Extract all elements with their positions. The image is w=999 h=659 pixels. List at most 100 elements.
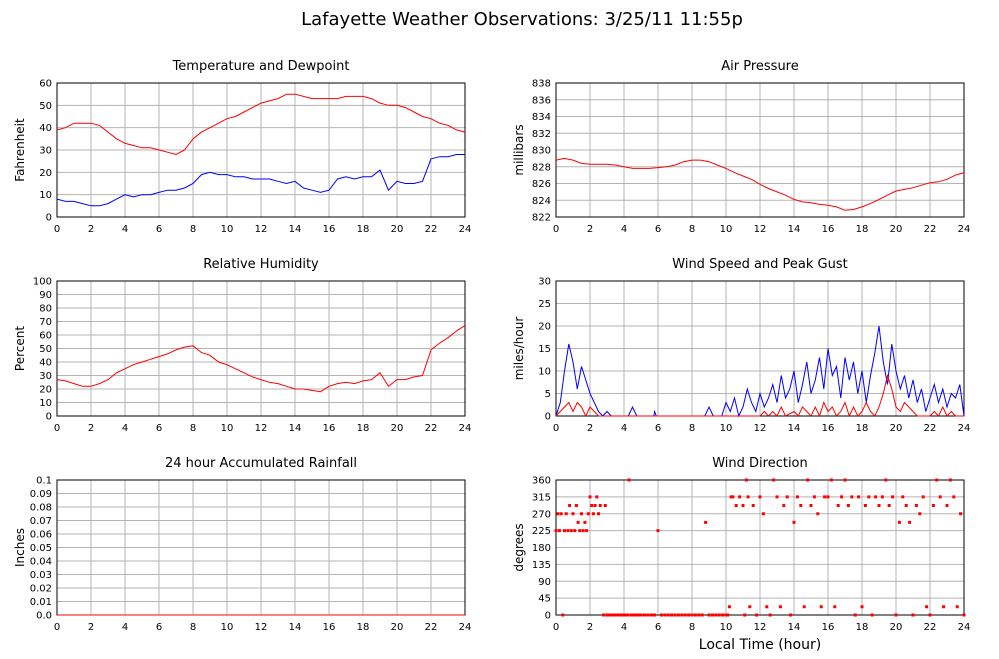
humidity-ytick: 20 — [39, 385, 52, 396]
direction-point — [734, 504, 738, 507]
rain-ytick: 0.05 — [30, 543, 52, 554]
direction-xtick: 22 — [924, 622, 937, 633]
rain-xtick: 0 — [54, 622, 60, 633]
temp-xtick: 8 — [190, 224, 196, 235]
direction-point — [556, 512, 560, 516]
direction-point — [603, 504, 607, 507]
temp-series-red-line — [56, 93, 466, 156]
direction-point — [843, 478, 847, 482]
pressure-xtick: 0 — [553, 224, 559, 235]
rain-xtick: 8 — [190, 622, 196, 633]
direction-point — [617, 613, 621, 617]
humidity-ytick: 60 — [39, 331, 52, 342]
rain-xtick: 22 — [425, 622, 438, 633]
direction-point — [700, 613, 704, 617]
direction-xtick: 12 — [754, 622, 767, 633]
humidity-ytick: 30 — [39, 371, 52, 382]
rain-ytick: 0.09 — [30, 489, 52, 500]
direction-point — [649, 613, 653, 617]
direction-point — [751, 504, 755, 507]
direction-point — [595, 495, 599, 499]
direction-point — [627, 478, 631, 482]
direction-point — [612, 613, 616, 617]
humidity-ytick: 40 — [39, 358, 52, 369]
direction-point — [775, 495, 779, 499]
direction-point — [707, 613, 711, 617]
direction-title: Wind Direction — [712, 456, 808, 471]
wind-ytick: 15 — [538, 344, 551, 355]
direction-point — [809, 504, 813, 507]
wind-ytick: 10 — [538, 367, 551, 378]
direction-point — [729, 495, 733, 499]
humidity-ytick: 10 — [39, 398, 52, 409]
pressure-xtick: 22 — [924, 224, 937, 235]
direction-point — [867, 495, 871, 499]
direction-point — [557, 529, 561, 533]
wind-ytick: 0 — [545, 412, 551, 423]
rain-title: 24 hour Accumulated Rainfall — [165, 456, 357, 471]
direction-point — [710, 613, 714, 617]
direction-point — [631, 613, 634, 617]
humidity-xtick: 2 — [88, 423, 94, 434]
temp-ytick: 10 — [39, 190, 52, 201]
pressure-ytick: 824 — [532, 196, 551, 207]
humidity-xtick: 6 — [156, 423, 162, 434]
direction-point — [564, 512, 568, 516]
rain-xtick: 20 — [391, 622, 404, 633]
direction-point — [799, 504, 803, 507]
direction-point — [727, 605, 731, 609]
direction-point — [586, 512, 590, 516]
direction-point — [593, 504, 597, 507]
direction-point — [782, 504, 786, 507]
direction-point — [585, 529, 589, 533]
direction-point — [717, 613, 721, 617]
rain-ytick: 0.02 — [30, 584, 52, 595]
pressure-xtick: 8 — [689, 224, 695, 235]
direction-point — [901, 495, 905, 499]
pressure-ytick: 832 — [532, 129, 551, 140]
pressure-title: Air Pressure — [721, 59, 799, 74]
direction-point — [646, 613, 650, 617]
direction-point — [597, 512, 600, 516]
temp-ytick: 60 — [39, 79, 52, 90]
direction-point — [697, 613, 701, 617]
temp-ytick: 40 — [39, 123, 52, 134]
wind-xtick: 16 — [822, 423, 835, 434]
wind-xtick: 24 — [958, 423, 971, 434]
direction-point — [591, 512, 595, 516]
temp-series-blue-line — [56, 154, 465, 207]
pressure-ytick: 830 — [532, 146, 551, 157]
direction-point — [768, 613, 772, 617]
wind-xtick: 6 — [655, 423, 661, 434]
temp-xtick: 0 — [54, 224, 60, 235]
direction-xtick: 6 — [655, 622, 661, 633]
humidity-frame — [56, 280, 466, 417]
humidity-xtick: 0 — [54, 423, 60, 434]
temp-xtick: 24 — [459, 224, 472, 235]
rain-xtick: 12 — [255, 622, 268, 633]
direction-point — [629, 613, 633, 617]
direction-point — [914, 504, 918, 507]
direction-point — [955, 605, 959, 609]
page-title: Lafayette Weather Observations: 3/25/11 … — [301, 9, 743, 30]
direction-point — [724, 613, 728, 617]
humidity-xtick: 18 — [357, 423, 370, 434]
direction-point — [870, 613, 874, 617]
temp-frame — [56, 82, 466, 218]
direction-point — [846, 504, 850, 507]
temp-xtick: 4 — [122, 224, 128, 235]
direction-point — [673, 613, 677, 617]
direction-point — [746, 495, 750, 499]
direction-point — [877, 504, 881, 507]
temp-xtick: 6 — [156, 224, 162, 235]
direction-point — [880, 495, 884, 499]
direction-point — [884, 478, 888, 482]
rain-xtick: 6 — [156, 622, 162, 633]
direction-point — [806, 478, 810, 482]
direction-point — [598, 504, 602, 507]
direction-point — [789, 613, 793, 617]
humidity-xtick: 20 — [391, 423, 404, 434]
direction-point — [744, 478, 748, 482]
